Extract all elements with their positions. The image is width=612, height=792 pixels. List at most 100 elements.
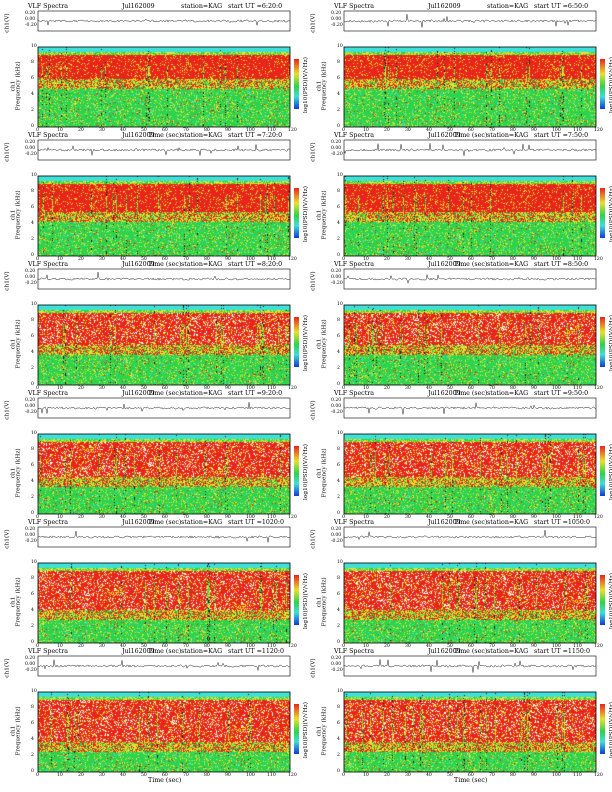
time-tick-label: 20 <box>78 257 84 262</box>
time-tick-label: 100 <box>246 515 255 520</box>
chart-start-ut: start UT =9:20:0 <box>228 390 283 397</box>
chart-panel: VLF Spectra Jul162009 station=KAG start UT … <box>5 389 309 526</box>
time-tick-label: 80 <box>510 515 516 520</box>
colorbar-label: log10(PSD)(V/√Hz) <box>302 57 309 113</box>
time-tick-label: 100 <box>246 128 255 133</box>
chart-start-ut: start UT =8:20:0 <box>228 261 283 268</box>
chart-panel: VLF Spectra Jul162009 station=KAG start UT … <box>5 647 309 784</box>
frequency-tick-label: 10 <box>337 560 343 565</box>
chart-title: VLF Spectra <box>28 3 68 10</box>
time-tick-label: 80 <box>510 773 516 778</box>
colorbar-label: log10(PSD)(V/√Hz) <box>302 315 309 371</box>
frequency-axis-label: Frequency (kHz) <box>15 61 22 111</box>
time-tick-label: 90 <box>531 386 537 391</box>
timeseries-plot <box>343 526 597 548</box>
frequency-tick-label: 10 <box>337 302 343 307</box>
spectrogram-heatmap <box>38 47 290 127</box>
time-tick-label: 40 <box>120 257 126 262</box>
timeseries-ytick-label: 0.20 <box>25 269 36 274</box>
time-tick-label: 90 <box>531 128 537 133</box>
time-tick-label: 120 <box>288 128 297 133</box>
chart-start-ut: start UT =8:50:0 <box>534 261 589 268</box>
colorbar-label: log10(PSD)(V/√Hz) <box>302 702 309 758</box>
chart-panel: VLF Spectra Jul162009 station=KAG start UT … <box>311 518 612 655</box>
spectrogram-frame <box>343 175 597 257</box>
frequency-tick-label: 2 <box>31 237 34 242</box>
time-tick-label: 50 <box>141 773 147 778</box>
time-tick-label: 50 <box>447 773 453 778</box>
time-tick-label: 20 <box>78 386 84 391</box>
time-tick-label: 30 <box>99 386 105 391</box>
time-tick-label: 30 <box>405 257 411 262</box>
time-tick-label: 110 <box>573 515 582 520</box>
chart-title: VLF Spectra <box>28 261 68 268</box>
time-tick-label: 90 <box>531 257 537 262</box>
time-tick-label: 50 <box>447 128 453 133</box>
time-tick-label: 0 <box>36 773 39 778</box>
time-tick-label: 40 <box>426 128 432 133</box>
time-tick-label: 80 <box>510 257 516 262</box>
timeseries-plot <box>37 655 291 677</box>
timeseries-plot <box>37 139 291 161</box>
time-tick-label: 30 <box>405 515 411 520</box>
frequency-axis-label: Frequency (kHz) <box>321 706 328 756</box>
time-tick-label: 60 <box>162 386 168 391</box>
time-tick-label: 40 <box>426 257 432 262</box>
time-tick-label: 60 <box>162 257 168 262</box>
time-tick-label: 90 <box>531 644 537 649</box>
time-tick-label: 30 <box>99 515 105 520</box>
colorbar <box>294 704 299 754</box>
time-tick-label: 50 <box>141 386 147 391</box>
channel-label: ch1 <box>316 596 323 608</box>
frequency-tick-label: 6 <box>337 721 340 726</box>
time-tick-label: 10 <box>57 257 63 262</box>
time-tick-label: 10 <box>363 257 369 262</box>
frequency-tick-label: 2 <box>31 624 34 629</box>
chart-start-ut: start UT =7:50:0 <box>534 132 589 139</box>
time-tick-label: 90 <box>225 773 231 778</box>
time-tick-label: 80 <box>204 128 210 133</box>
spectrogram-border <box>343 433 597 515</box>
frequency-tick-label: 0 <box>31 124 34 129</box>
frequency-axis-label: Frequency (kHz) <box>15 319 22 369</box>
frequency-tick-label: 6 <box>337 334 340 339</box>
time-tick-label: 60 <box>468 644 474 649</box>
spectrogram-border <box>37 433 291 515</box>
time-tick-label: 110 <box>573 128 582 133</box>
time-axis-label: Time (sec) <box>148 132 182 139</box>
timeseries-line <box>343 143 597 156</box>
time-tick-label: 60 <box>162 128 168 133</box>
chart-start-ut: start UT =1150:0 <box>534 648 590 655</box>
time-tick-label: 100 <box>552 773 561 778</box>
timeseries-ytick-label: -0.20 <box>25 152 37 157</box>
time-tick-label: 80 <box>204 386 210 391</box>
colorbar <box>600 704 605 754</box>
chart-station: station=KAG <box>487 390 529 397</box>
chart-date: Jul162009 <box>122 648 155 655</box>
spectrogram-border <box>37 175 291 257</box>
time-tick-label: 20 <box>384 773 390 778</box>
frequency-tick-label: 0 <box>31 382 34 387</box>
timeseries-line <box>343 274 597 285</box>
spectrogram-frame <box>343 304 597 386</box>
spectrogram-border <box>37 304 291 386</box>
frequency-tick-label: 0 <box>337 124 340 129</box>
frequency-axis-label: Frequency (kHz) <box>321 190 328 240</box>
frequency-tick-label: 0 <box>31 511 34 516</box>
frequency-axis-label: Frequency (kHz) <box>321 319 328 369</box>
chart-station: station=KAG <box>487 3 529 10</box>
spectrogram-frame <box>37 691 291 773</box>
timeseries-ytick-label: -0.20 <box>25 668 37 673</box>
frequency-tick-label: 0 <box>31 640 34 645</box>
chart-start-ut: start UT =6:20:0 <box>228 3 283 10</box>
colorbar <box>600 446 605 496</box>
spectrogram-frame <box>37 304 291 386</box>
time-tick-label: 40 <box>120 644 126 649</box>
time-tick-label: 90 <box>531 773 537 778</box>
time-tick-label: 0 <box>36 386 39 391</box>
chart-station: station=KAG <box>487 648 529 655</box>
spectrogram-heatmap <box>344 434 596 514</box>
channel-label: ch1 <box>316 338 323 350</box>
time-tick-label: 60 <box>162 515 168 520</box>
timeseries-ytick-label: 0.00 <box>331 275 342 280</box>
